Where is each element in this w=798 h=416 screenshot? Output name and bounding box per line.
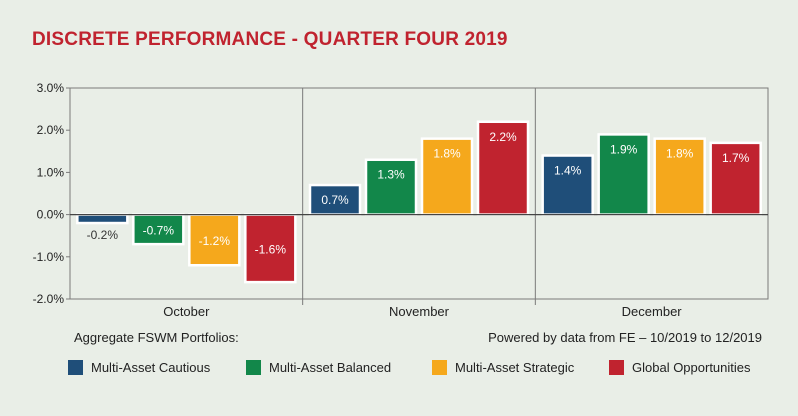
x-category-label: October	[163, 304, 210, 319]
bar	[597, 133, 650, 216]
data-label: 1.3%	[377, 168, 405, 182]
y-tick-label: -1.0%	[33, 250, 65, 264]
y-tick-label: 3.0%	[37, 81, 65, 95]
bar-chart: 3.0% 2.0% 1.0% 0.0% -1.0% -2.0% October -0.2% -0…	[33, 81, 769, 319]
legend-label: Global Opportunities	[632, 360, 751, 375]
legend-swatch	[246, 360, 261, 375]
y-tick-label: 0.0%	[37, 208, 65, 222]
bar	[476, 120, 530, 216]
data-label: -0.2%	[87, 228, 119, 242]
legend-item: Multi-Asset Balanced	[246, 360, 391, 375]
x-category-label: December	[622, 304, 683, 319]
chart-title: DISCRETE PERFORMANCE - QUARTER FOUR 2019	[32, 29, 508, 50]
legend-item: Global Opportunities	[609, 360, 751, 375]
bar	[132, 213, 185, 246]
legend-item: Multi-Asset Strategic	[432, 360, 574, 375]
data-label: 1.8%	[666, 147, 694, 161]
legend: Multi-Asset Cautious Multi-Asset Balanced…	[68, 360, 768, 378]
bar	[709, 141, 762, 216]
legend-swatch	[68, 360, 83, 375]
y-tick-label: -2.0%	[33, 292, 65, 306]
bar	[76, 213, 129, 225]
data-label: 1.8%	[433, 147, 461, 161]
data-label: 0.7%	[321, 193, 349, 207]
bar	[308, 183, 362, 216]
footer-source-note: Powered by data from FE – 10/2019 to 12/…	[488, 330, 762, 345]
bar	[244, 213, 297, 284]
footer-left-label: Aggregate FSWM Portfolios:	[74, 330, 239, 345]
bar	[188, 213, 241, 267]
data-label: 1.7%	[722, 151, 750, 165]
legend-label: Multi-Asset Strategic	[455, 360, 575, 375]
data-label: -1.2%	[199, 234, 231, 248]
data-label: -0.7%	[143, 223, 175, 237]
legend-item: Multi-Asset Cautious	[68, 360, 210, 375]
data-label: 1.9%	[610, 142, 638, 156]
bar	[420, 137, 474, 216]
y-tick-label: 1.0%	[37, 165, 65, 179]
data-label: 1.4%	[554, 164, 582, 178]
legend-swatch	[609, 360, 624, 375]
legend-label: Multi-Asset Balanced	[269, 360, 392, 375]
data-label: -1.6%	[255, 242, 287, 256]
legend-swatch	[432, 360, 447, 375]
data-label: 2.2%	[489, 130, 517, 144]
plot-frame	[69, 87, 769, 300]
x-category-label: November	[389, 304, 450, 319]
legend-label: Multi-Asset Cautious	[91, 360, 211, 375]
y-tick-label: 2.0%	[37, 123, 65, 137]
bar	[541, 154, 594, 216]
bar	[653, 137, 706, 216]
